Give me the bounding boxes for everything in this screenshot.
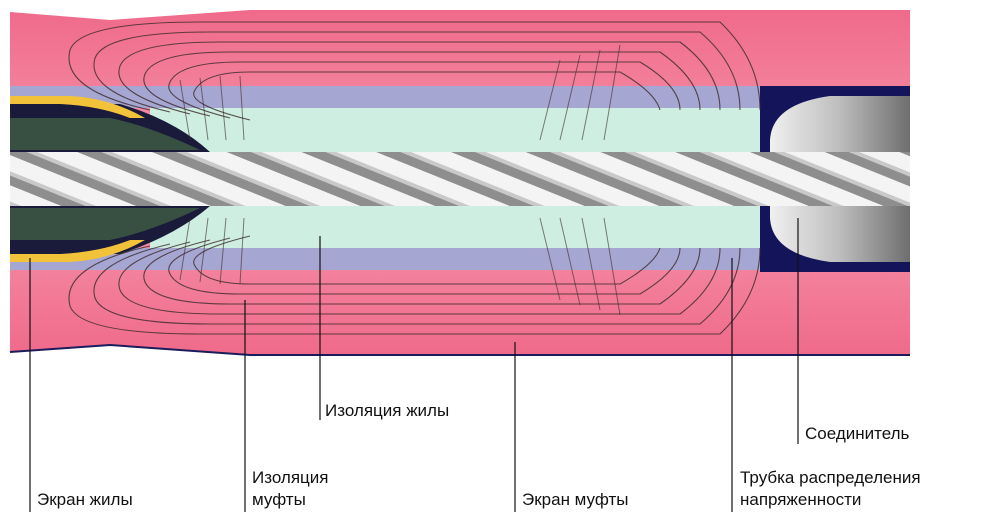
stress-tube-bottom [10,248,760,270]
field-lines [68,21,761,335]
stress-tube-top [10,86,760,108]
field-line-ticks [179,44,621,316]
core-insulation-left-bottom [10,208,200,240]
conductor [10,152,910,206]
core-insulation-bottom [150,206,760,248]
sleeve-screen-outline [9,343,910,356]
core-insulation-left-top [10,118,200,150]
connector-bottom [770,206,910,262]
connector-top [770,96,910,152]
core-insulation-top [150,108,760,152]
label-connector: Соединитель [805,424,910,443]
label-sleeve-insulation-line1: Изоляция [252,468,329,487]
label-core-insulation: Изоляция жилы [325,401,450,420]
label-sleeve-insulation-line2: муфты [252,490,306,509]
semicon-top [10,96,145,118]
semicon-bottom [10,240,145,262]
label-stress-tube-line2: напряженности [740,490,862,509]
label-sleeve-screen: Экран муфты [522,490,629,509]
label-stress-tube-line1: Трубка распределения [740,468,921,487]
label-core-screen: Экран жилы [37,490,133,509]
